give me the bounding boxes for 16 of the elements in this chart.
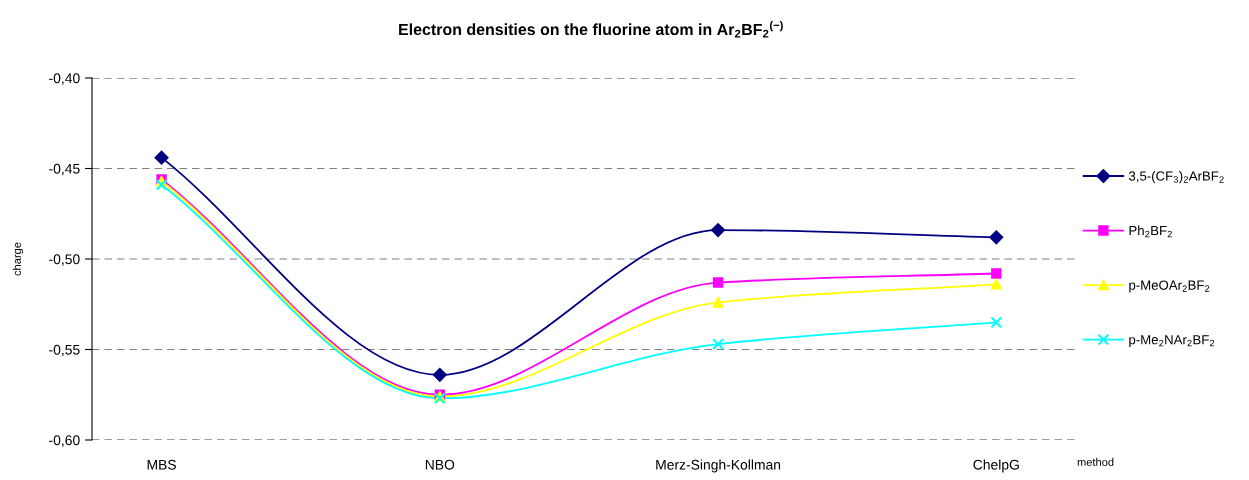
legend-label: p-MeOAr$_{2}$BF$_{2}$ <box>1129 280 1210 293</box>
x-tick-label: ChelpG <box>973 459 1019 473</box>
x-tick-label: Merz-Singh-Kollman <box>656 459 781 473</box>
x-tick-label: MBS <box>147 459 176 470</box>
chart-title: Electron densities on the fluorine atom in Ar$_{2}$BF$_{2}$$^{(−)}$ <box>399 20 783 38</box>
x-tick-label: NBO <box>425 459 455 470</box>
y-tick-label: -0,50 <box>49 254 80 266</box>
y-tick-label: -0,60 <box>49 435 80 447</box>
x-axis-title: method <box>1077 457 1114 466</box>
y-tick-label: -0,55 <box>49 344 80 357</box>
y-tick-label: -0,40 <box>49 73 80 85</box>
y-axis-title: charge <box>12 242 24 276</box>
y-tick-label: -0,45 <box>49 163 80 176</box>
legend-label: p-Me$_{2}$NAr$_{2}$BF$_{2}$ <box>1129 335 1215 347</box>
legend-label: 3,5-(CF$_{3}$)$_{2}$ArBF$_{2}$ <box>1128 170 1224 184</box>
legend-label: Ph$_{2}$BF$_{2}$ <box>1129 225 1172 238</box>
